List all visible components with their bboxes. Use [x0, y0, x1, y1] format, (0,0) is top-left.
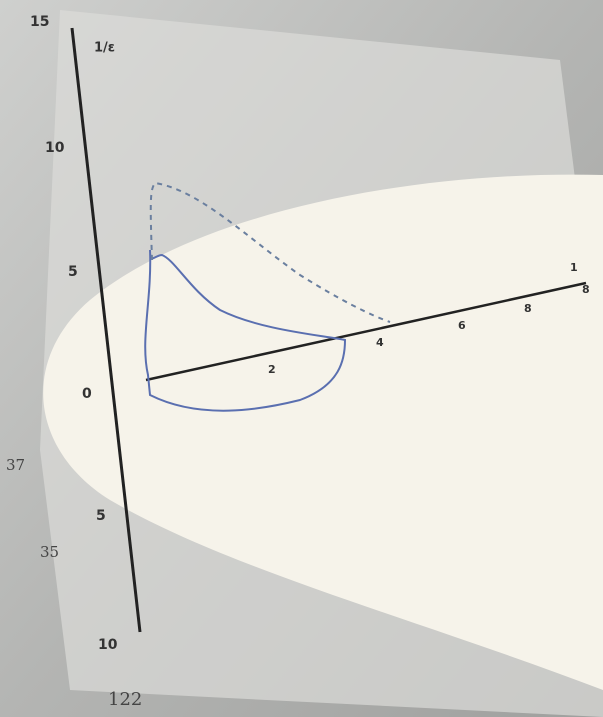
y-axis-label: 1/ε	[94, 41, 115, 56]
x-tick-label: 4	[376, 336, 384, 349]
paper-highlight	[43, 174, 603, 690]
y-tick-label: 10	[45, 140, 65, 156]
x-tick-label: 6	[458, 319, 466, 332]
solid-curve	[144, 249, 347, 412]
annotation: 122	[108, 689, 142, 710]
y-tick-label: 5	[96, 508, 106, 524]
x-axis	[145, 281, 587, 382]
x-tick-label: 1	[570, 261, 578, 274]
y-tick-label: 10	[98, 637, 118, 653]
x-tick-label: 8	[582, 283, 590, 296]
x-tick-label: 2	[268, 363, 276, 376]
annotation: 35	[40, 543, 59, 561]
y-tick-label: 5	[68, 264, 78, 280]
x-tick-label: 8	[524, 302, 532, 315]
y-tick-label: 15	[30, 14, 49, 30]
y-tick-label: 0	[82, 386, 92, 402]
annotation: 37	[6, 456, 25, 474]
y-axis	[70, 27, 142, 633]
dashed-curve	[149, 181, 391, 323]
